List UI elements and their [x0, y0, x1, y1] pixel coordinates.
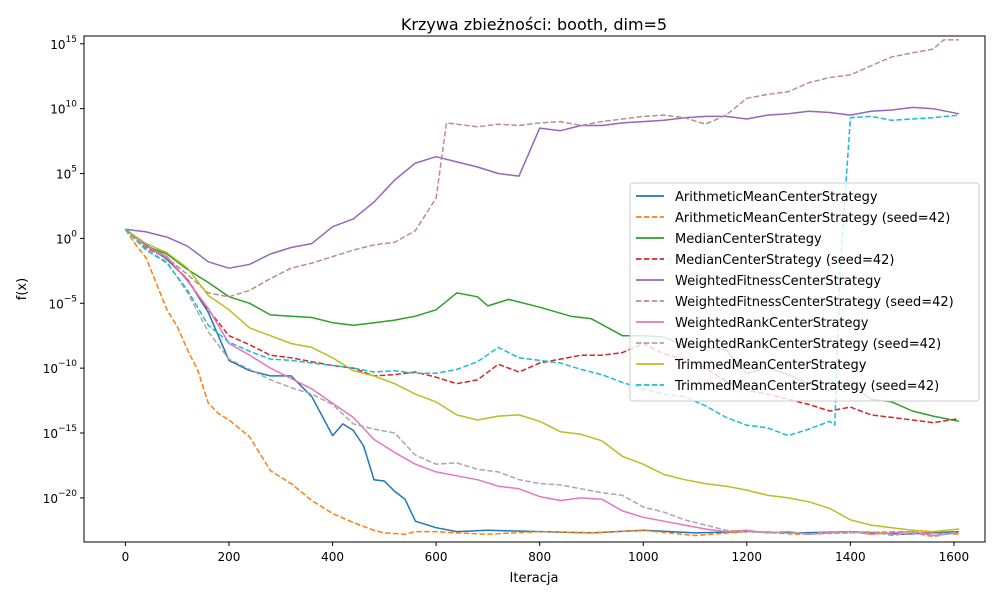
legend-label: ArithmeticMeanCenterStrategy [675, 190, 878, 205]
x-tick-label: 1200 [732, 550, 763, 564]
series-line-7 [124, 228, 960, 537]
series-line-9 [124, 228, 960, 533]
x-axis-label: Iteracja [510, 571, 559, 586]
legend-label: TrimmedMeanCenterStrategy [674, 358, 867, 373]
series-line-5 [125, 106, 960, 269]
legend-label: TrimmedMeanCenterStrategy (seed=42) [674, 379, 939, 394]
x-tick-label: 1400 [835, 550, 866, 564]
y-tick-label: 10−15 [43, 424, 77, 441]
x-tick-label: 0 [122, 550, 130, 564]
legend-box [629, 182, 980, 402]
y-tick-label: 10−5 [48, 294, 77, 311]
x-tick-label: 400 [321, 550, 344, 564]
y-tick-label: 1010 [50, 100, 77, 117]
legend-label: WeightedFitnessCenterStrategy (seed=42) [675, 295, 954, 310]
legend-label: MedianCenterStrategy [675, 232, 822, 247]
x-tick-label: 1600 [939, 550, 970, 564]
series-line-4 [124, 228, 960, 424]
y-tick-label: 10−10 [43, 359, 78, 376]
series-line-10 [124, 114, 960, 437]
plot-area-frame [83, 35, 986, 543]
x-tick-label: 600 [425, 550, 448, 564]
legend-label: ArithmeticMeanCenterStrategy (seed=42) [675, 211, 950, 226]
series-line-2 [124, 228, 960, 537]
y-tick-label: 10−20 [43, 489, 78, 506]
series-line-1 [124, 228, 960, 535]
x-tick-label: 200 [218, 550, 241, 564]
x-tick-label: 1000 [628, 550, 659, 564]
chart-title: Krzywa zbieżności: booth, dim=5 [401, 15, 667, 34]
legend: ArithmeticMeanCenterStrategy ArithmeticMe… [629, 182, 980, 402]
legend-label: WeightedRankCenterStrategy [675, 316, 869, 331]
y-tick-label: 1015 [50, 35, 77, 52]
series-line-6 [124, 39, 960, 298]
y-axis-label: f(x) [15, 278, 30, 300]
y-axis: 10−20 10−15 10−10 10−5 100 105 1010 1015 [43, 35, 84, 506]
series-line-8 [124, 228, 960, 538]
legend-label: MedianCenterStrategy (seed=42) [675, 253, 894, 268]
legend-label: WeightedRankCenterStrategy (seed=42) [675, 337, 941, 352]
x-axis: 0 200 400 600 800 1000 1200 1400 1600 [122, 542, 970, 564]
y-tick-label: 105 [56, 165, 77, 182]
x-tick-label: 800 [528, 550, 551, 564]
legend-label: WeightedFitnessCenterStrategy [675, 274, 881, 289]
y-tick-label: 100 [56, 229, 77, 246]
